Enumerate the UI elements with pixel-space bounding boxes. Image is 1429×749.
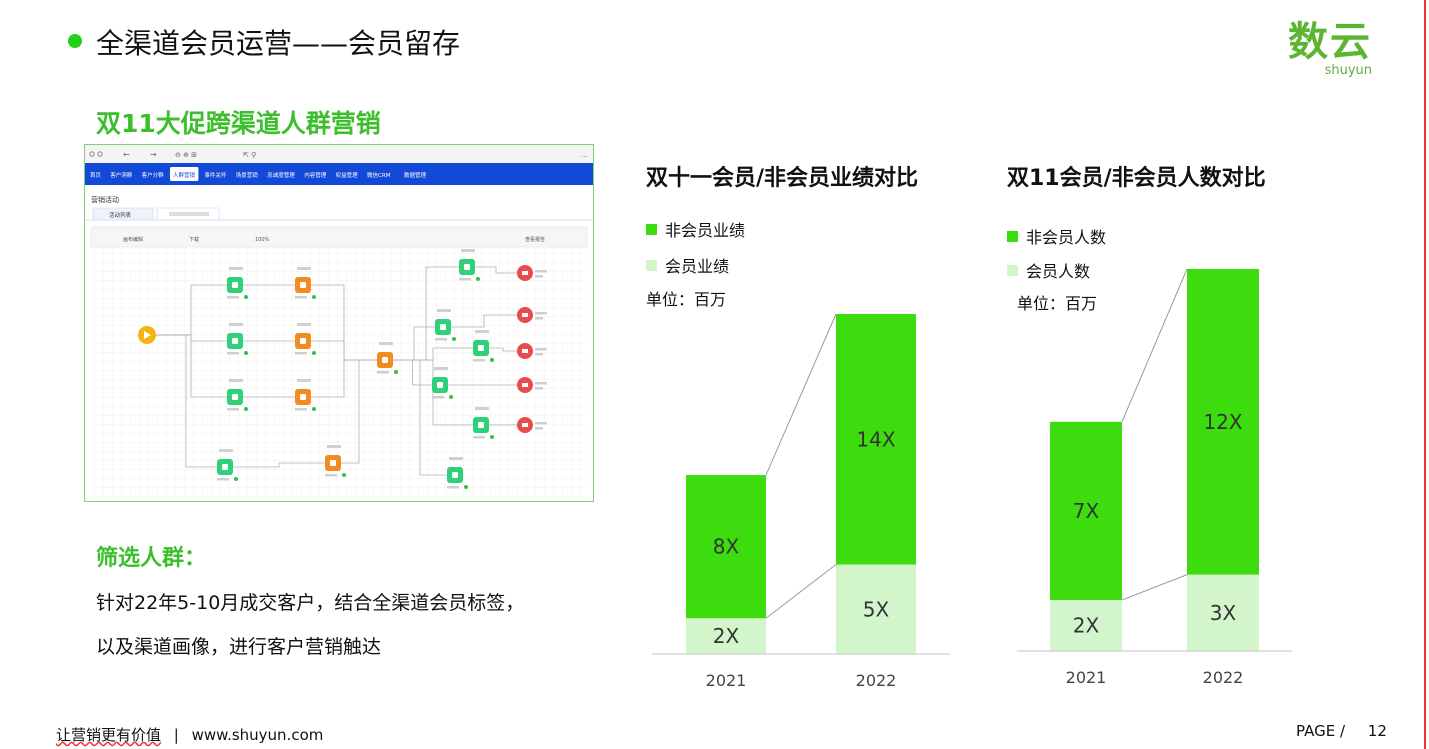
chart2-x-tick: 2022 (1203, 668, 1244, 687)
chart1-connector-mid (766, 565, 836, 619)
chart1-x-tick: 2021 (706, 671, 747, 690)
chart1-data-label: 14X (856, 427, 895, 451)
chart2-data-label: 12X (1203, 410, 1242, 434)
chart1-data-label: 8X (713, 535, 740, 559)
chart2-data-label: 7X (1073, 499, 1100, 523)
page-label: PAGE / (1296, 722, 1345, 740)
chart2-data-label: 2X (1073, 614, 1100, 638)
chart1-data-label: 5X (863, 597, 890, 621)
chart2-connector-top (1122, 269, 1187, 422)
chart2-connector-mid (1122, 575, 1187, 600)
footer-separator: | (174, 726, 179, 744)
page-number: 12 (1368, 722, 1387, 740)
page-indicator: PAGE / 12 (1296, 722, 1387, 740)
footer-left: 让营销更有价值 | www.shuyun.com (56, 724, 323, 745)
chart2-data-label: 3X (1210, 601, 1237, 625)
chart1-x-tick: 2022 (856, 671, 897, 690)
chart1-connector-top (766, 314, 836, 475)
chart2-x-tick: 2021 (1066, 668, 1107, 687)
chart1-data-label: 2X (713, 624, 740, 648)
footer-url[interactable]: www.shuyun.com (192, 726, 324, 744)
footer-slogan: 让营销更有价值 (56, 726, 161, 744)
